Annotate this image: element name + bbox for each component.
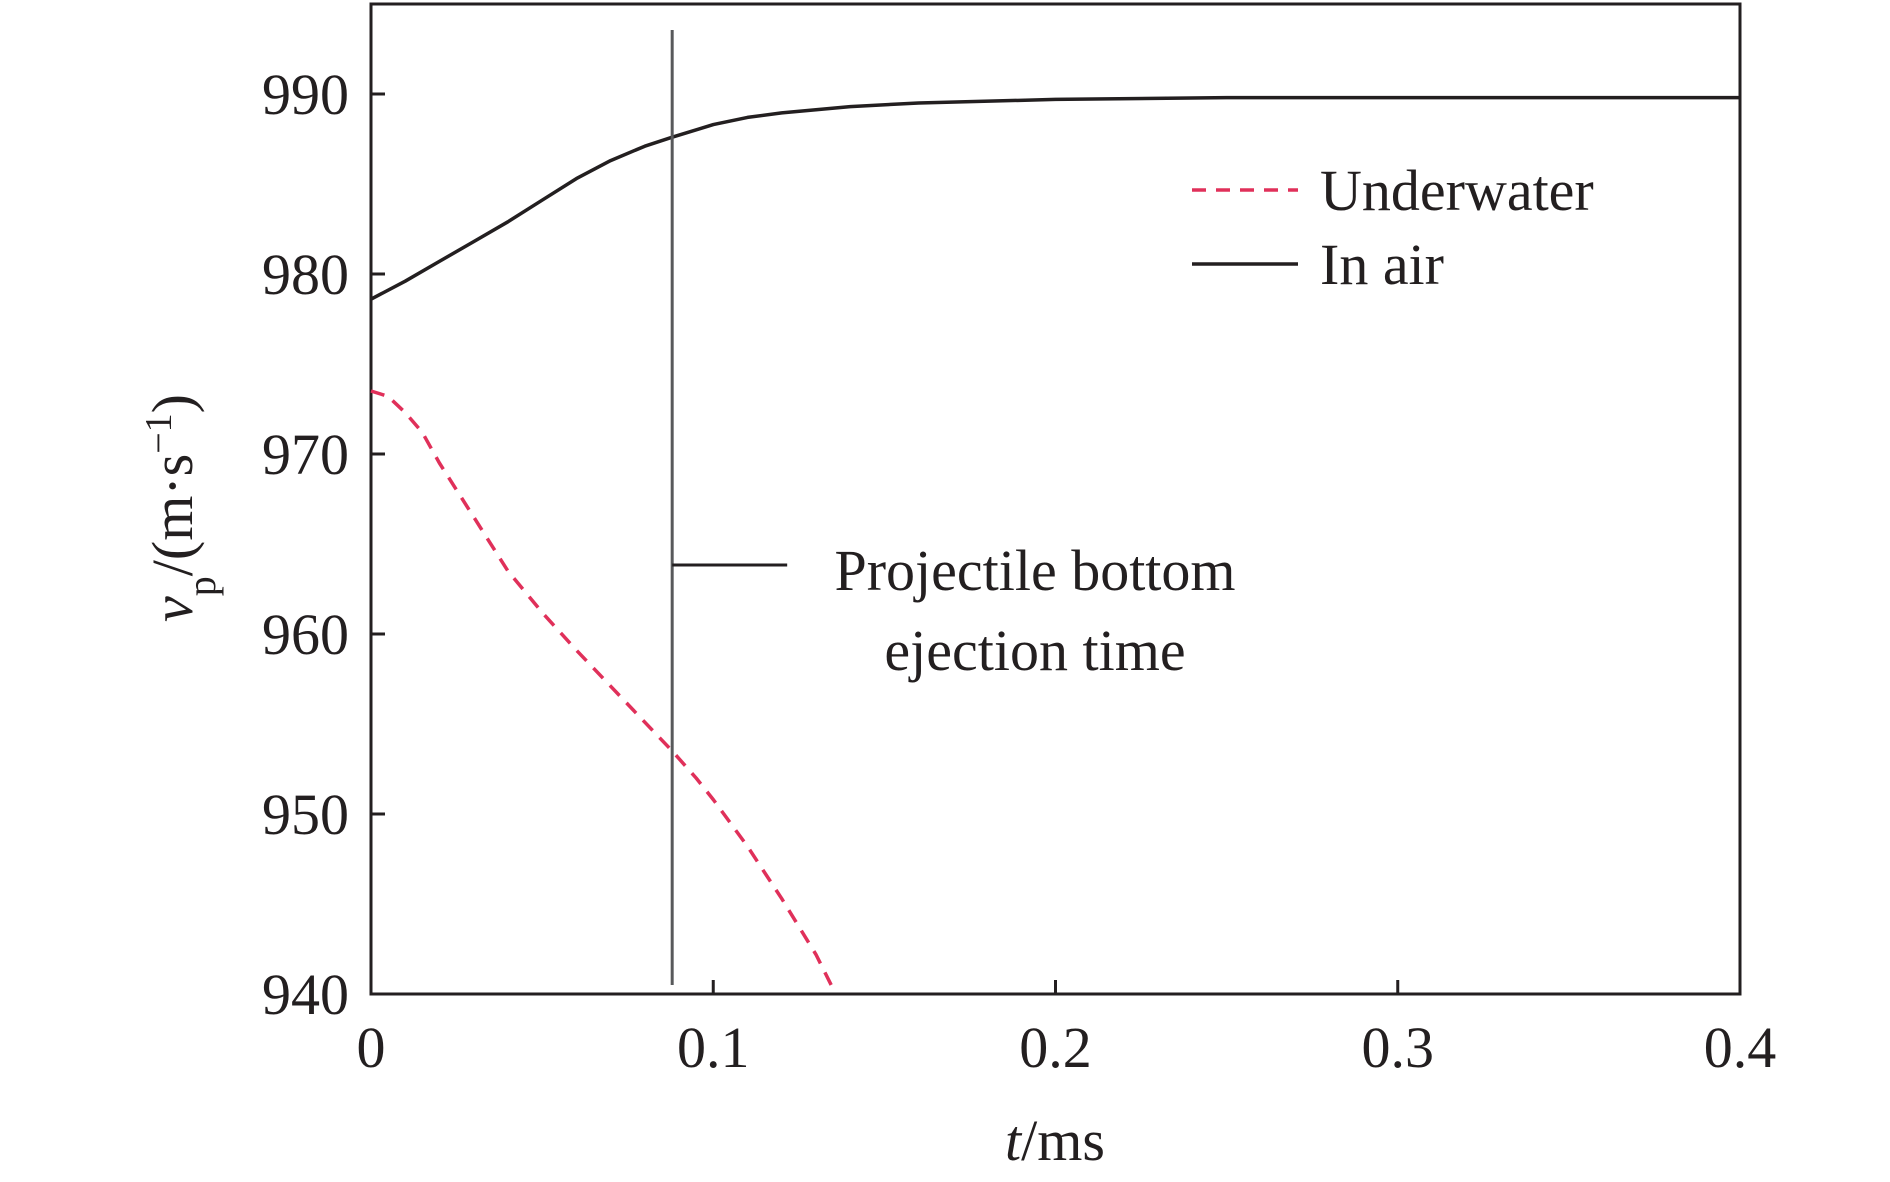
plot-frame [369, 2, 1742, 996]
series-layer [370, 95, 1740, 990]
series-line-in-air [370, 95, 1740, 301]
y-tick-label: 980 [262, 242, 349, 307]
x-tick-label: 0.1 [677, 1015, 750, 1080]
y-axis-subscript: p [179, 576, 224, 596]
y-axis-variable: v [140, 596, 205, 622]
y-tick-label: 950 [262, 782, 349, 847]
x-axis-unit: /ms [1021, 1108, 1105, 1173]
legend-label-in-air: In air [1320, 232, 1444, 297]
y-tick-label: 990 [262, 62, 349, 127]
annotation: Projectile bottom ejection time [670, 30, 1236, 985]
y-tick-label: 940 [262, 962, 349, 1027]
legend: Underwater In air [1192, 158, 1594, 297]
y-axis-unit: /(m·s [140, 454, 205, 576]
y-axis-superscript: −1 [138, 413, 180, 453]
y-axis-label: vp/(m·s−1) [138, 394, 224, 622]
y-tick-label: 970 [262, 422, 349, 487]
x-tick-label: 0 [357, 1015, 386, 1080]
x-axis-ticks: 0 0.1 0.2 0.3 0.4 [357, 980, 1777, 1080]
series-line-underwater [370, 389, 835, 990]
y-axis-ticks: 940 950 960 970 980 990 [262, 62, 385, 1027]
x-tick-label: 0.3 [1362, 1015, 1435, 1080]
annotation-label-line-1: Projectile bottom [834, 538, 1235, 603]
y-tick-label: 960 [262, 602, 349, 667]
x-tick-label: 0.4 [1704, 1015, 1777, 1080]
x-axis-label: t/ms [1005, 1108, 1105, 1173]
legend-label-underwater: Underwater [1320, 158, 1594, 223]
annotation-label-line-2: ejection time [884, 618, 1185, 683]
x-tick-label: 0.2 [1019, 1015, 1092, 1080]
y-axis-unit-close: ) [140, 394, 205, 413]
x-axis-variable: t [1005, 1108, 1023, 1173]
